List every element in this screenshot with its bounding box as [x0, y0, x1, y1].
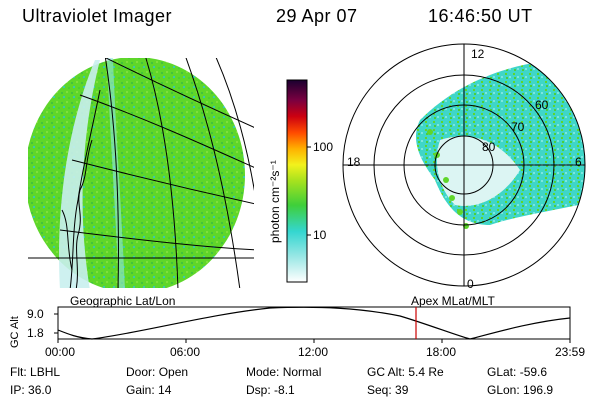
footer-dsp: Dsp: -8.1	[246, 383, 295, 397]
footer-glat: GLat: -59.6	[487, 365, 547, 379]
footer-ip-label: IP:	[10, 383, 25, 397]
polar-ring-label-60: 60	[535, 98, 549, 112]
polar-grid	[342, 43, 586, 287]
altitude-xtick-0: 00:00	[45, 345, 76, 359]
footer-ip: IP: 36.0	[10, 383, 51, 397]
footer-gc-alt-label: GC Alt:	[367, 365, 406, 379]
altitude-ytick-top: 9.0	[27, 307, 44, 321]
polar-ring-label-70: 70	[511, 120, 525, 134]
footer-glon-label: GLon:	[487, 383, 520, 397]
footer-dsp-label: Dsp:	[246, 383, 271, 397]
colorbar-tick-10: 10	[313, 228, 327, 242]
footer-mode-label: Mode:	[246, 365, 280, 379]
polar-mlt-18: 18	[347, 155, 361, 169]
date-label: 29 Apr 07	[276, 6, 358, 26]
footer-door: Door: Open	[126, 365, 188, 379]
footer-ip-value: 36.0	[28, 383, 52, 397]
polar-image	[416, 59, 585, 229]
footer-seq: Seq: 39	[367, 383, 408, 397]
footer-gain: Gain: 14	[126, 383, 171, 397]
footer-filter: Flt: LBHL	[10, 365, 60, 379]
footer-glon-value: 196.9	[523, 383, 554, 397]
footer-seq-value: 39	[395, 383, 409, 397]
footer-glat-value: -59.6	[519, 365, 548, 379]
altitude-xtick-1: 06:00	[170, 345, 201, 359]
altitude-ytick-bottom: 1.8	[27, 326, 44, 340]
footer-seq-label: Seq:	[367, 383, 392, 397]
footer-gc-alt: GC Alt: 5.4 Re	[367, 365, 444, 379]
colorbar-tick-100: 100	[313, 140, 334, 154]
time-label: 16:46:50 UT	[428, 6, 533, 26]
footer-gc-alt-value: 5.4 Re	[408, 365, 444, 379]
caption-apex: Apex MLat/MLT	[411, 294, 495, 308]
altitude-xtick-2: 12:00	[298, 345, 329, 359]
footer-door-label: Door:	[126, 365, 156, 379]
polar-mlt-0: 0	[467, 277, 474, 291]
footer-mode: Mode: Normal	[246, 365, 321, 379]
footer-door-value: Open	[158, 365, 189, 379]
footer-glon: GLon: 196.9	[487, 383, 553, 397]
altitude-ylabel: GC Alt	[9, 316, 21, 348]
footer-filter-label: Flt:	[10, 365, 27, 379]
colorbar-unit-label: photon cm⁻²s⁻¹	[268, 160, 282, 243]
footer-gain-label: Gain:	[126, 383, 155, 397]
altitude-xtick-3: 18:00	[426, 345, 457, 359]
geographic-image	[28, 58, 254, 288]
footer-gain-value: 14	[158, 383, 172, 397]
app-title: Ultraviolet Imager	[22, 6, 173, 26]
polar-mlt-6: 6	[575, 155, 582, 169]
footer-dsp-value: -8.1	[274, 383, 295, 397]
altitude-xtick-4: 23:59	[555, 345, 586, 359]
footer-filter-value: LBHL	[30, 365, 61, 379]
footer-mode-value: Normal	[282, 365, 322, 379]
polar-ring-label-80: 80	[482, 140, 496, 154]
caption-geographic: Geographic Lat/Lon	[70, 294, 176, 308]
polar-mlt-12: 12	[471, 47, 485, 61]
altitude-curve	[57, 306, 571, 340]
altitude-plot-frame	[57, 306, 571, 340]
footer-glat-label: GLat:	[487, 365, 517, 379]
color-bar	[286, 79, 308, 283]
